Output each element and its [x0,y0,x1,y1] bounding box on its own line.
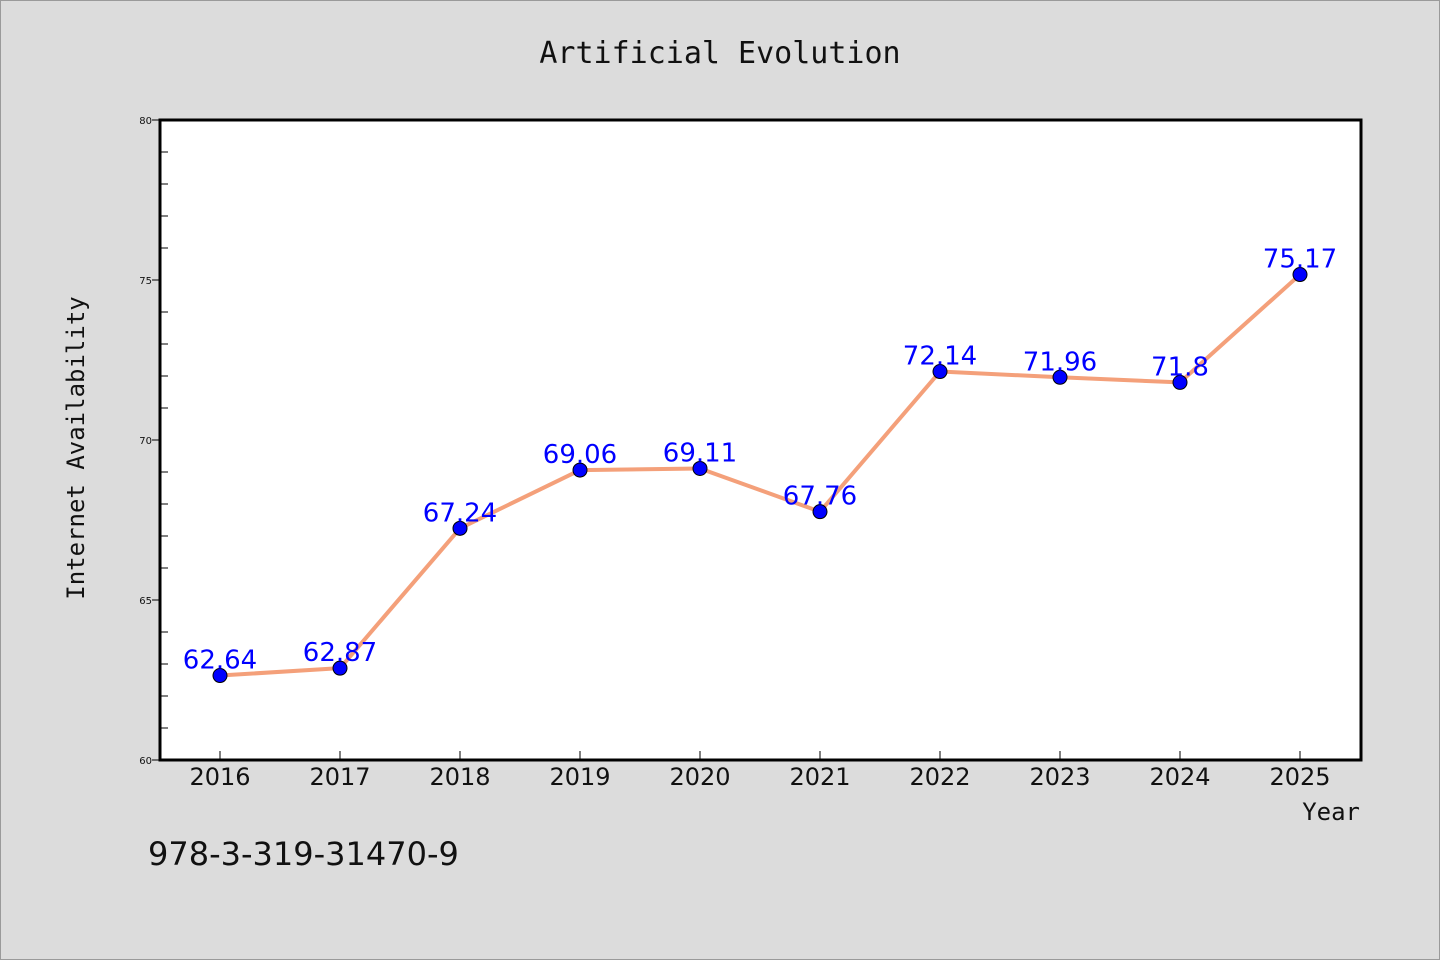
data-label: 69.06 [543,440,617,470]
data-labels: 62.64 62.87 67.24 69.06 69.11 67.76 72.14 71.96… [183,245,1337,676]
data-label: 62.87 [303,638,377,668]
data-label: 67.76 [783,482,857,512]
x-axis: 2016 2017 2018 2019 2020 2021 2022 2023 2024 2025 [189,751,1331,791]
y-tick-label: 75 [139,276,152,287]
data-point [452,520,468,536]
data-point [812,504,828,520]
x-tick-label: 2025 [1269,763,1330,791]
data-label: 75.17 [1263,245,1337,275]
data-points [212,267,1308,684]
data-label: 71.8 [1151,352,1209,382]
plot-frame [158,118,1363,762]
data-point [1172,374,1188,390]
data-point [332,660,348,676]
data-label: 62.64 [183,646,257,676]
series-line-layer [218,272,1302,678]
data-point [212,668,228,684]
series-line [218,272,1302,678]
plot-area [160,120,1361,760]
chart-title: Artificial Evolution [539,36,900,71]
x-tick-label: 2016 [189,763,250,791]
x-tick-label: 2017 [309,763,370,791]
data-point [572,462,588,478]
y-tick-label: 70 [139,436,152,447]
x-axis-title: Year [1302,798,1360,826]
isbn-footnote: 978-3-319-31470-9 [148,835,459,873]
y-axis-title: Internet Availability [62,296,90,599]
y-tick-label: 65 [139,596,152,607]
x-tick-label: 2023 [1029,763,1090,791]
data-label: 67.24 [423,498,497,528]
data-label: 72.14 [903,342,977,372]
x-tick-label: 2021 [789,763,850,791]
data-point [932,364,948,380]
y-tick-label: 60 [139,756,152,767]
x-tick-label: 2018 [429,763,490,791]
data-point [1292,267,1308,283]
data-point [1052,369,1068,385]
x-tick-label: 2024 [1149,763,1210,791]
x-tick-label: 2019 [549,763,610,791]
y-tick-label: 80 [139,116,152,127]
x-tick-label: 2022 [909,763,970,791]
data-label: 69.11 [663,438,737,468]
data-label: 71.96 [1023,347,1097,377]
data-point [692,460,708,476]
x-tick-label: 2020 [669,763,730,791]
